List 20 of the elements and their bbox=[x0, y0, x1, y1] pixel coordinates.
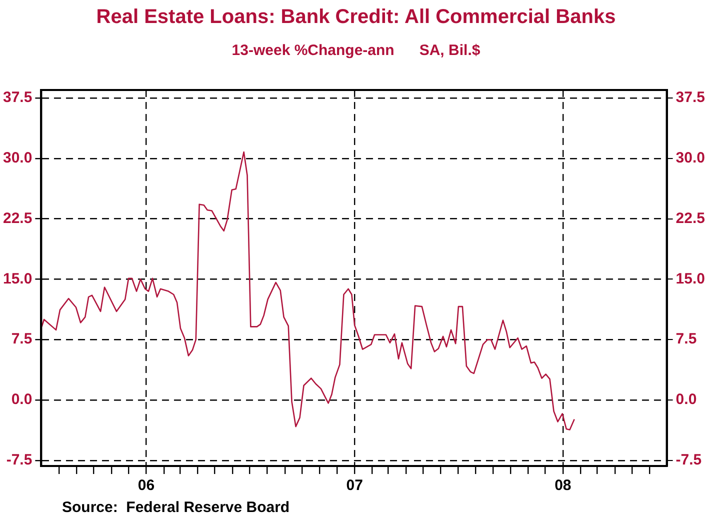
y2-tick-label: 7.5 bbox=[11, 330, 32, 348]
y-tick-label: 37.5 bbox=[676, 89, 706, 106]
x-tick-label: 06 bbox=[138, 477, 155, 494]
x-tick-label: 07 bbox=[346, 477, 363, 494]
y-tick-label: 15.0 bbox=[676, 270, 706, 288]
y-tick-label: 30.0 bbox=[676, 150, 706, 167]
chart-subtitle: 13-week %Change-ann SA, Bil.$ bbox=[230, 42, 482, 59]
x-tick-label: 08 bbox=[554, 477, 572, 494]
source-note: Source: Federal Reserve Board bbox=[62, 499, 290, 516]
y2-tick-label: 37.5 bbox=[2, 89, 32, 106]
y2-tick-label: 0.0 bbox=[11, 391, 32, 408]
y-tick-label: 0.0 bbox=[676, 391, 697, 408]
y-tick-label: -7.5 bbox=[676, 452, 702, 469]
y-tick-label: 22.5 bbox=[676, 210, 706, 227]
chart-title: Real Estate Loans: Bank Credit: All Commercial Banks bbox=[95, 6, 617, 29]
y2-tick-label: 22.5 bbox=[2, 210, 32, 227]
y2-tick-label: 15.0 bbox=[2, 270, 32, 288]
y-tick-label: 7.5 bbox=[676, 330, 697, 348]
y2-tick-label: 30.0 bbox=[2, 150, 32, 167]
y2-tick-label: -7.5 bbox=[6, 452, 32, 469]
